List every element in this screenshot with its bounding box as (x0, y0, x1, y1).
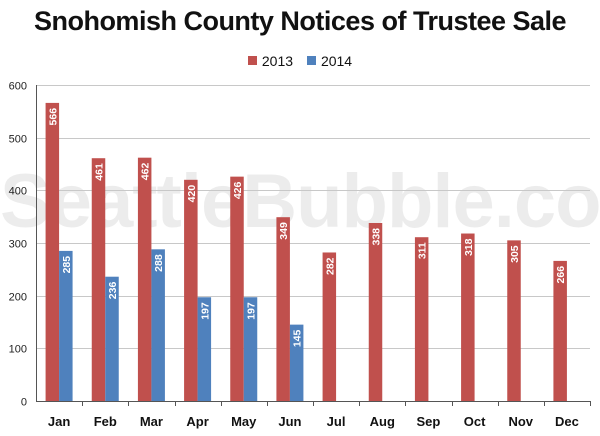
bar-2013 (322, 252, 337, 401)
x-tick-label: Mar (140, 414, 163, 429)
bar-2014 (197, 297, 212, 401)
bar-2013 (414, 237, 429, 401)
bar-2013 (184, 179, 198, 401)
data-label-2013: 426 (232, 181, 244, 199)
data-label-2014: 236 (107, 282, 119, 300)
x-tick-label: Feb (94, 414, 117, 429)
y-tick-label: 300 (9, 239, 27, 251)
data-label-2013: 420 (186, 185, 198, 203)
y-tick-label: 200 (9, 292, 27, 304)
y-tick-label: 500 (9, 134, 27, 146)
y-tick-label: 0 (21, 397, 27, 409)
x-tick-label: Jun (278, 414, 301, 429)
data-label-2014: 197 (246, 302, 258, 320)
x-tick-label: Jan (48, 414, 70, 429)
data-label-2013: 461 (94, 163, 106, 181)
data-label-2014: 145 (292, 329, 304, 347)
data-label-2013: 349 (278, 222, 290, 240)
y-tick-label: 100 (9, 344, 27, 356)
data-label-2013: 338 (371, 228, 383, 246)
legend-swatch-2013 (247, 56, 257, 65)
legend-label-2014: 2014 (320, 52, 353, 69)
bar-2013 (137, 157, 152, 401)
bar-2014 (105, 276, 119, 401)
data-label-2013: 566 (47, 108, 59, 126)
bar-2013 (507, 240, 521, 401)
legend-label-2013: 2013 (261, 52, 294, 69)
x-tick-label: May (231, 414, 257, 429)
bar-2013 (276, 217, 290, 401)
data-label-2013: 305 (509, 245, 521, 263)
bar-2014 (289, 324, 304, 401)
legend-item-2014: 2014 (306, 52, 353, 69)
x-tick-label: Aug (370, 414, 395, 429)
bar-2014 (151, 249, 165, 401)
data-label-2013: 266 (555, 266, 567, 284)
x-tick-label: Jul (327, 414, 346, 429)
data-label-2013: 282 (324, 257, 336, 275)
legend: 2013 2014 (0, 52, 600, 69)
data-label-2013: 462 (140, 163, 152, 181)
legend-item-2013: 2013 (247, 52, 294, 69)
bar-2014 (59, 250, 73, 401)
data-label-2014: 197 (199, 302, 211, 320)
bar-2014 (243, 297, 258, 401)
data-label-2013: 311 (417, 242, 429, 259)
x-tick-label: Apr (186, 414, 208, 429)
chart-title: Snohomish County Notices of Trustee Sale (33, 6, 567, 36)
bar-2013 (91, 158, 106, 401)
data-label-2014: 288 (153, 254, 165, 272)
bar-2013 (45, 102, 60, 401)
x-tick-label: Oct (464, 414, 486, 429)
bar-2013 (368, 222, 383, 401)
bar-2013 (461, 233, 475, 401)
x-tick-label: Dec (555, 414, 579, 429)
y-tick-label: 400 (9, 186, 27, 198)
x-tick-label: Sep (416, 414, 440, 429)
data-label-2013: 318 (463, 238, 475, 256)
bar-2013 (553, 260, 567, 401)
legend-swatch-2014 (306, 56, 316, 65)
data-label-2014: 285 (61, 256, 73, 274)
x-tick-label: Nov (508, 414, 533, 429)
y-tick-label: 600 (9, 81, 27, 93)
bar-2013 (230, 176, 244, 401)
